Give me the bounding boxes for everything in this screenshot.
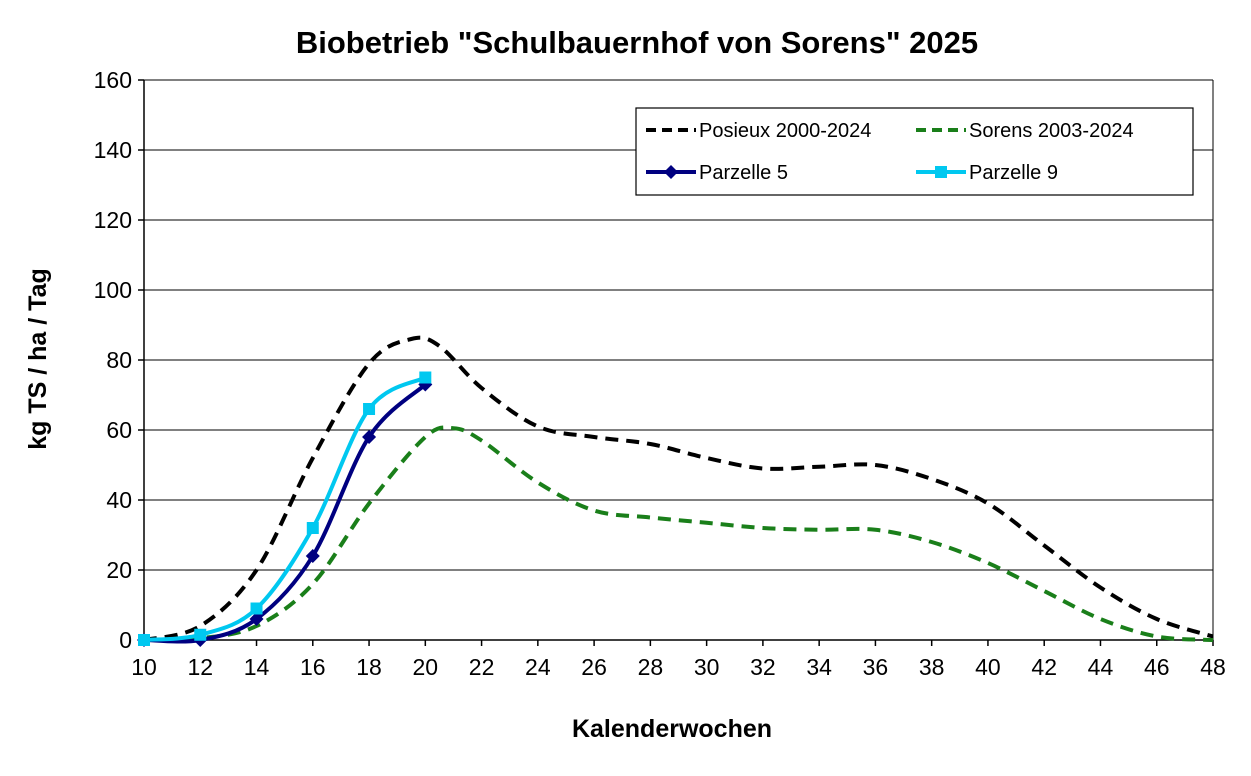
x-tick-label: 46	[1144, 654, 1170, 680]
data-point-square	[250, 602, 263, 615]
series-parzelle-5	[137, 377, 433, 647]
y-tick-label: 20	[106, 557, 132, 583]
series-posieux-2000-2024	[143, 335, 1214, 642]
y-tick-label: 0	[119, 627, 132, 653]
legend-entry: Parzelle 9	[916, 162, 1058, 184]
x-tick-label: 24	[525, 654, 551, 680]
y-axis: 0 20 40 60 80 100 120 140 160	[94, 67, 144, 653]
series-group	[137, 335, 1214, 647]
y-tick-label: 100	[94, 277, 132, 303]
x-tick-label: 30	[694, 654, 720, 680]
legend-entry: Parzelle 5	[646, 162, 788, 184]
x-tick-label: 18	[356, 654, 382, 680]
x-tick-label: 48	[1200, 654, 1226, 680]
data-point-square	[935, 166, 947, 178]
y-tick-label: 140	[94, 137, 132, 163]
series-sorens-2003-2024	[143, 425, 1214, 642]
x-tick-label: 14	[244, 654, 270, 680]
data-point-square	[138, 634, 150, 646]
x-tick-label: 20	[413, 654, 439, 680]
y-tick-label: 120	[94, 207, 132, 233]
x-tick-label: 16	[300, 654, 326, 680]
y-tick-label: 60	[106, 417, 132, 443]
grid	[144, 79, 1213, 571]
data-point-square	[363, 403, 376, 415]
x-tick-label: 36	[863, 654, 889, 680]
series-line	[143, 335, 1214, 642]
legend-entry: Sorens 2003-2024	[916, 120, 1134, 142]
legend-label: Parzelle 9	[969, 162, 1058, 184]
y-tick-label: 40	[106, 487, 132, 513]
legend-label: Posieux 2000-2024	[699, 120, 871, 142]
x-tick-label: 26	[581, 654, 607, 680]
x-tick-label: 28	[638, 654, 664, 680]
legend: Posieux 2000-2024 Sorens 2003-2024 Parzell…	[635, 107, 1194, 196]
legend-entry: Posieux 2000-2024	[646, 120, 871, 142]
x-tick-label: 44	[1088, 654, 1114, 680]
y-axis-title: kg TS / ha / Tag	[24, 268, 52, 450]
data-point-square	[194, 628, 207, 641]
data-point-diamond	[362, 430, 377, 444]
series-parzelle-9	[138, 371, 432, 646]
legend-label: Parzelle 5	[699, 162, 788, 184]
x-tick-label: 40	[975, 654, 1001, 680]
x-tick-label: 12	[187, 654, 213, 680]
series-line	[143, 382, 427, 644]
data-point-square	[306, 522, 319, 534]
x-axis: 10 12 14 16 18 20 22 24 26 28 30 32 34 36 38 40 42 44 46 48	[131, 640, 1226, 680]
data-point-diamond	[305, 549, 320, 563]
x-tick-label: 10	[131, 654, 157, 680]
legend-label: Sorens 2003-2024	[969, 120, 1134, 142]
series-line	[143, 425, 1214, 642]
x-tick-label: 22	[469, 654, 495, 680]
x-tick-label: 34	[806, 654, 832, 680]
x-tick-label: 32	[750, 654, 776, 680]
data-point-square	[419, 371, 432, 384]
x-tick-label: 38	[919, 654, 945, 680]
y-tick-label: 80	[106, 347, 132, 373]
legend-box	[635, 107, 1194, 196]
data-point-diamond	[664, 165, 678, 179]
chart-title: Biobetrieb "Schulbauernhof von Sorens" 2…	[296, 25, 978, 60]
x-axis-title: Kalenderwochen	[572, 715, 772, 743]
y-tick-label: 160	[94, 67, 132, 93]
x-tick-label: 42	[1031, 654, 1057, 680]
data-point-diamond	[249, 612, 264, 626]
